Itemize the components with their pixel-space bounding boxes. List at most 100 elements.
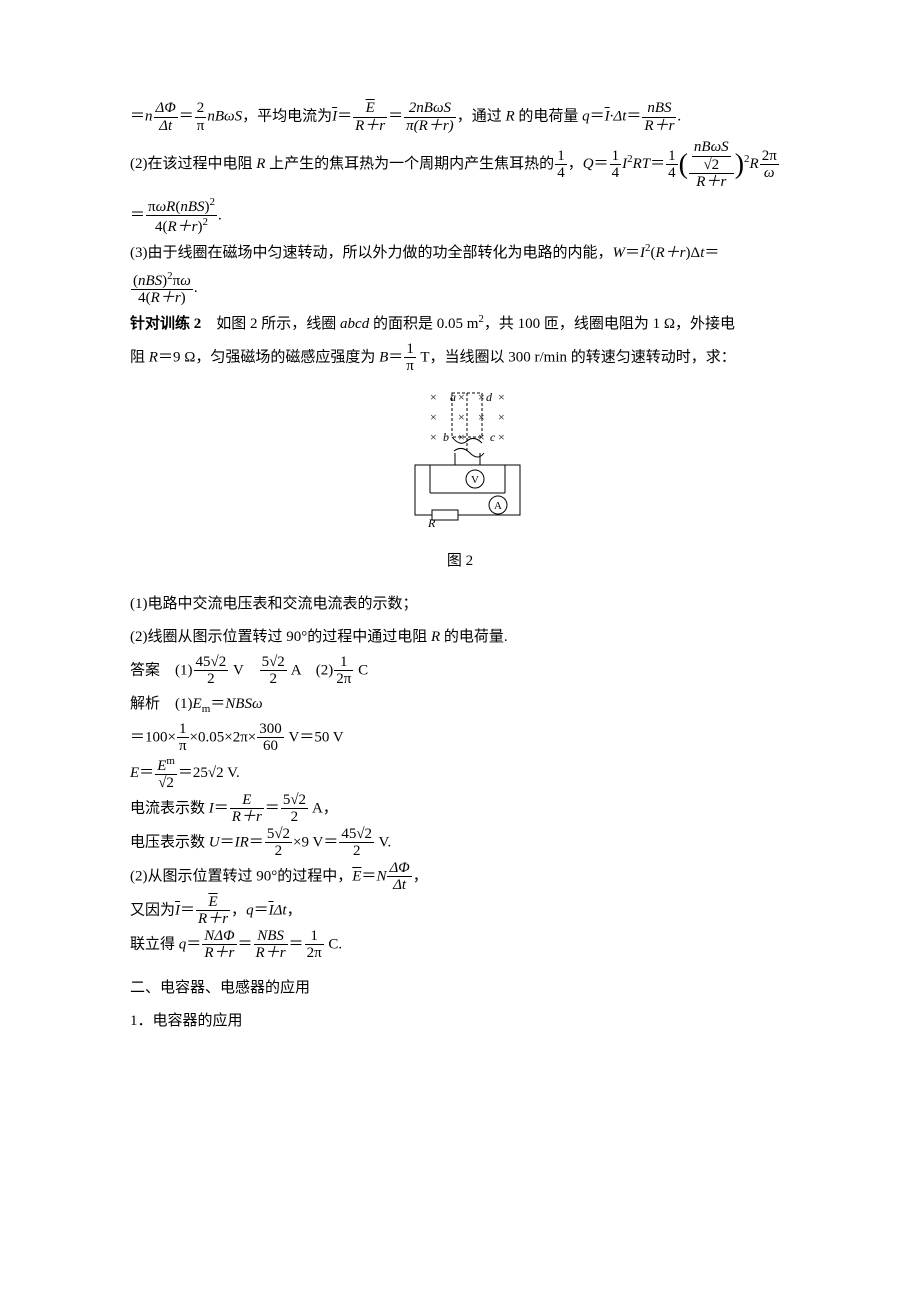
t: ＝100× <box>130 729 176 745</box>
den: √2 <box>155 774 177 792</box>
t: 电压表示数 <box>130 834 209 850</box>
den: 2 <box>194 670 229 688</box>
t: R＋r <box>151 290 181 306</box>
text: ，共 100 匝，线圈电阻为 1 Ω，外接电 <box>484 316 735 332</box>
num: 2 <box>195 100 207 117</box>
text: . <box>677 108 681 124</box>
den: 2π <box>334 670 353 688</box>
answer: 答案 (1)45√22 V 5√22 A (2)12π C <box>130 654 790 688</box>
num: nBωS <box>692 139 731 156</box>
svg-text:a: a <box>450 390 456 404</box>
den: π <box>195 117 207 135</box>
var-U: U <box>209 834 220 850</box>
num: ΔΦ <box>387 860 411 877</box>
var-E: E <box>193 696 202 712</box>
den: 4 <box>610 164 622 182</box>
text: (3)由于线圈在磁场中匀速转动，所以外力做的功全部转化为电路的内能， <box>130 245 613 261</box>
num: nBS <box>642 100 676 117</box>
var-RT: RT <box>633 156 651 172</box>
svg-text:×: × <box>498 390 505 404</box>
den: 60 <box>257 737 284 755</box>
svg-text:c: c <box>490 430 496 444</box>
text: (2)线圈从图示位置转过 90°的过程中通过电阻 <box>130 629 431 645</box>
t: nBS <box>180 199 204 215</box>
t: 又因为 <box>130 902 175 918</box>
num: 45√2 <box>339 826 374 843</box>
svg-text:×: × <box>458 410 465 424</box>
var: IR <box>235 834 249 850</box>
var-W: W <box>613 245 626 261</box>
para-5: (nBS)2πω4(R＋r). <box>130 270 790 307</box>
para-3: ＝πωR(nBS)24(R＋r)2. <box>130 196 790 236</box>
num: 45√2 <box>194 654 229 671</box>
text: ，平均电流为 <box>242 108 332 124</box>
t: 联立得 <box>130 936 179 952</box>
eq: ＝ <box>388 349 403 365</box>
svg-text:×: × <box>430 390 437 404</box>
eq: ＝ <box>625 245 640 261</box>
den: R＋r <box>202 944 236 962</box>
eq: ＝ <box>594 156 609 172</box>
t: A (2) <box>288 662 333 678</box>
sup: 2 <box>203 216 209 228</box>
den: R＋r <box>353 117 387 135</box>
para-4: (3)由于线圈在磁场中匀速转动，所以外力做的功全部转化为电路的内能，W＝I2(R… <box>130 236 790 270</box>
num: 2nBωS <box>404 100 456 117</box>
den: R＋r <box>254 944 288 962</box>
eq: ＝ <box>186 936 201 952</box>
t: ×0.05×2π× <box>190 729 257 745</box>
var-q: q <box>246 902 254 918</box>
den: 4 <box>666 164 678 182</box>
t: V. <box>375 834 391 850</box>
eq: ＝ <box>590 108 605 124</box>
num: 1 <box>305 928 324 945</box>
num: E <box>157 758 166 774</box>
svg-text:×: × <box>498 430 505 444</box>
den: R＋r <box>230 808 264 826</box>
solution-label: 解析 <box>130 696 160 712</box>
den: 2 <box>265 842 292 860</box>
num: 2π <box>760 148 779 165</box>
text: ＝9 Ω，匀强磁场的磁感应强度为 <box>158 349 379 365</box>
text: 上产生的焦耳热为一个周期内产生焦耳热的 <box>265 156 554 172</box>
t: ωR <box>156 199 176 215</box>
t: (2)从图示位置转过 90°的过程中， <box>130 868 352 884</box>
sup: 2 <box>210 196 216 208</box>
text: ，通过 <box>457 108 506 124</box>
den: R＋r <box>689 173 734 191</box>
solution-5: 电压表示数 U＝IR＝5√22×9 V＝45√22 V. <box>130 826 790 860</box>
t: (1) <box>175 662 193 678</box>
den: Δt <box>387 876 411 894</box>
eq: ＝ <box>704 245 719 261</box>
t: 4( <box>138 290 151 306</box>
text: ·Δ <box>610 108 623 124</box>
svg-text:×: × <box>478 410 485 424</box>
num: 5√2 <box>265 826 292 843</box>
eq: ＝ <box>238 936 253 952</box>
svg-text:R: R <box>427 516 436 528</box>
den: √2 <box>692 156 731 174</box>
solution-7: 又因为I＝ER＋r，q＝IΔt， <box>130 894 790 928</box>
den: π <box>404 357 416 375</box>
eq: ＝ <box>214 800 229 816</box>
svg-text:×: × <box>458 390 465 404</box>
den: 2 <box>260 670 287 688</box>
solution-1: 解析 (1)Em＝NBSω <box>130 688 790 721</box>
var-R: R <box>750 156 759 172</box>
num: ΔΦ <box>154 100 178 117</box>
svg-text:×: × <box>478 390 485 404</box>
var-B: B <box>379 349 388 365</box>
heading-3: 1．电容器的应用 <box>130 1005 790 1038</box>
eq: ＝ <box>179 108 194 124</box>
t: ＝25√2 V. <box>178 765 240 781</box>
text: T，当线圈以 300 r/min 的转速匀速转动时，求： <box>417 349 736 365</box>
den: Δt <box>154 117 178 135</box>
eq: ＝ <box>249 834 264 850</box>
den: ω <box>760 164 779 182</box>
text: 如图 2 所示，线圈 <box>201 316 340 332</box>
var-Q: Q <box>583 156 594 172</box>
t: 4( <box>155 219 168 235</box>
exercise-2b: 阻 R＝9 Ω，匀强磁场的磁感应强度为 B＝1π T，当线圈以 300 r/mi… <box>130 341 790 375</box>
num: 5√2 <box>260 654 287 671</box>
heading-2: 二、电容器、电感器的应用 <box>130 972 790 1005</box>
